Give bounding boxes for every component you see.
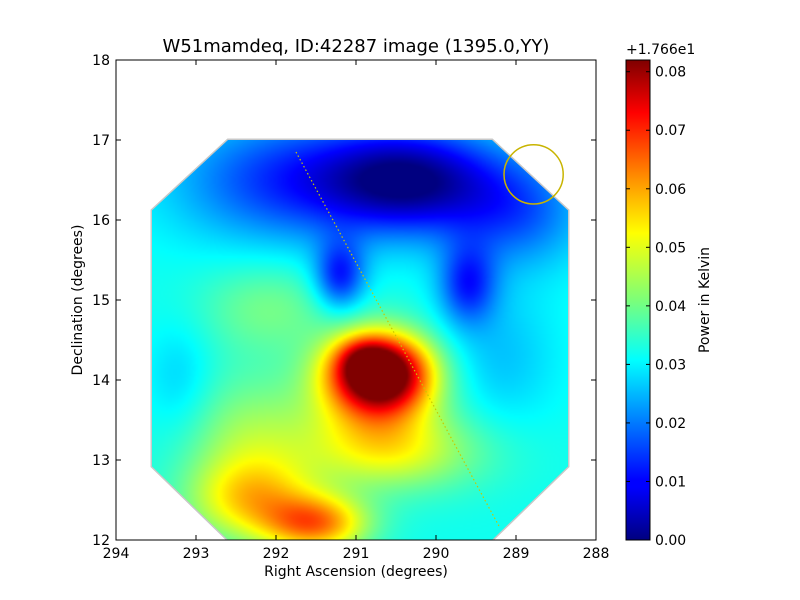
- y-tick-label: 16: [92, 213, 110, 229]
- x-axis-label: Right Ascension (degrees): [264, 564, 448, 580]
- x-tick-label: 292: [263, 546, 290, 562]
- y-axis-label: Declination (degrees): [70, 225, 86, 376]
- colorbar-tick-label: 0.01: [655, 474, 686, 490]
- x-tick-label: 291: [343, 546, 370, 562]
- y-tick-label: 13: [92, 453, 110, 469]
- colorbar-label: Power in Kelvin: [697, 247, 713, 353]
- colorbar-tick-label: 0.02: [655, 416, 686, 432]
- y-tick-label: 18: [92, 53, 110, 69]
- colorbar: 0.00 0.01 0.02 0.03 0.04 0.05 0.06 0.07 0.08 +1.…: [625, 42, 713, 549]
- scan-line: [295, 151, 501, 529]
- colorbar-frame: [625, 59, 651, 541]
- colorbar-tick-label: 0.08: [655, 65, 686, 81]
- chart-title: W51mamdeq, ID:42287 image (1395.0,YY): [163, 36, 550, 57]
- beam-circle: [503, 144, 564, 205]
- colorbar-tick-label: 0.03: [655, 357, 686, 373]
- y-tick-label: 15: [92, 293, 110, 309]
- colorbar-ticks: 0.00 0.01 0.02 0.03 0.04 0.05 0.06 0.07 0.08: [626, 65, 686, 549]
- colorbar-tick-label: 0.04: [655, 299, 686, 315]
- colorbar-tick-label: 0.00: [655, 533, 686, 549]
- y-tick-label: 14: [92, 373, 110, 389]
- y-axis: 12 13 14 15 16 17 18: [92, 53, 596, 549]
- x-tick-label: 294: [103, 546, 130, 562]
- y-tick-label: 12: [92, 533, 110, 549]
- y-tick-label: 17: [92, 133, 110, 149]
- x-tick-label: 293: [183, 546, 210, 562]
- plot-area: [116, 60, 596, 540]
- colorbar-gradient: [626, 60, 650, 540]
- colorbar-tick-label: 0.07: [655, 123, 686, 139]
- x-axis: 294 293 292 291 290 289 288: [103, 60, 610, 562]
- x-tick-label: 289: [503, 546, 530, 562]
- colorbar-tick-label: 0.05: [655, 240, 686, 256]
- x-tick-label: 288: [583, 546, 610, 562]
- colorbar-tick-label: 0.06: [655, 182, 686, 198]
- heatmap-image: [152, 140, 568, 540]
- colorbar-offset-label: +1.766e1: [626, 42, 695, 58]
- x-tick-label: 290: [423, 546, 450, 562]
